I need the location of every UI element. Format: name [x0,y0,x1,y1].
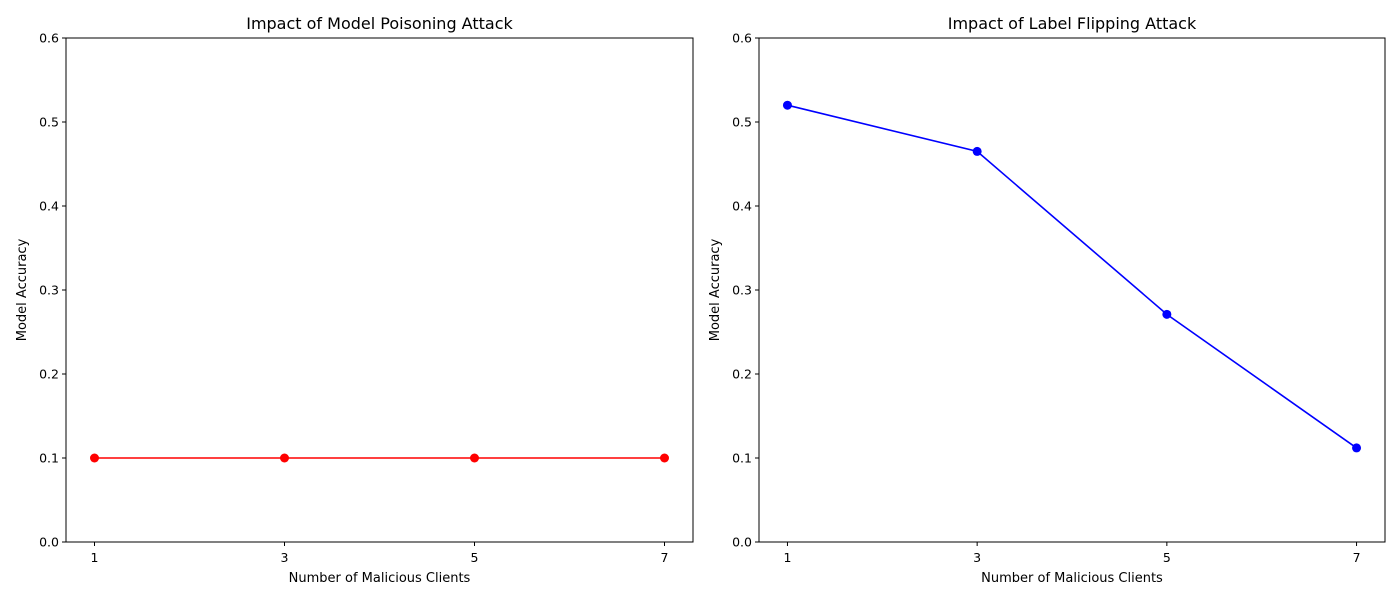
x-axis-label: Number of Malicious Clients [289,571,471,586]
x-tick-label: 3 [973,550,981,565]
y-tick-label: 0.3 [732,283,752,298]
data-point [470,453,479,463]
y-tick-label: 0.6 [732,31,752,46]
plot-frame [758,37,1386,543]
y-tick-label: 0.0 [732,535,752,550]
x-tick-label: 1 [783,550,791,565]
x-tick-label: 7 [1353,550,1361,565]
series-line [787,104,1358,449]
x-tick-label: 5 [1163,550,1171,565]
x-tick-label: 3 [281,550,289,565]
y-tick-label: 0.5 [732,115,752,130]
data-point [1352,443,1362,453]
data-point [782,100,792,110]
y-tick-label: 0.1 [732,451,752,466]
y-tick-label: 0.4 [732,199,752,214]
tick-group: 0.0 0.1 0.2 0.3 0.4 0.5 0.6 1 3 5 7 [39,31,668,566]
x-tick-label: 1 [91,550,99,565]
y-tick-label: 0.3 [39,283,59,298]
y-tick-label: 0.5 [39,115,59,130]
series-group [90,453,669,463]
y-tick-label: 0.6 [39,31,59,46]
y-tick-label: 0.0 [39,535,59,550]
plot-frame [65,37,694,543]
tick-group: 0.0 0.1 0.2 0.3 0.4 0.5 0.6 1 3 5 7 [732,31,1360,566]
y-axis-label: Model Accuracy [708,238,723,341]
chart-title: Impact of Label Flipping Attack [948,14,1197,33]
chart-model-poisoning: Impact of Model Poisoning Attack Number … [15,14,694,586]
data-point [972,146,982,156]
y-tick-label: 0.2 [732,367,752,382]
data-point [660,453,669,463]
data-point [90,453,99,463]
y-tick-label: 0.2 [39,367,59,382]
y-axis-label: Model Accuracy [15,238,30,341]
series-group [782,100,1362,453]
data-point [280,453,289,463]
chart-label-flipping: Impact of Label Flipping Attack Number o… [708,14,1386,586]
x-tick-label: 7 [661,550,669,565]
data-point [1162,309,1172,319]
x-tick-label: 5 [471,550,479,565]
x-axis-label: Number of Malicious Clients [981,571,1163,586]
chart-title: Impact of Model Poisoning Attack [246,14,513,33]
y-tick-label: 0.1 [39,451,59,466]
y-tick-label: 0.4 [39,199,59,214]
